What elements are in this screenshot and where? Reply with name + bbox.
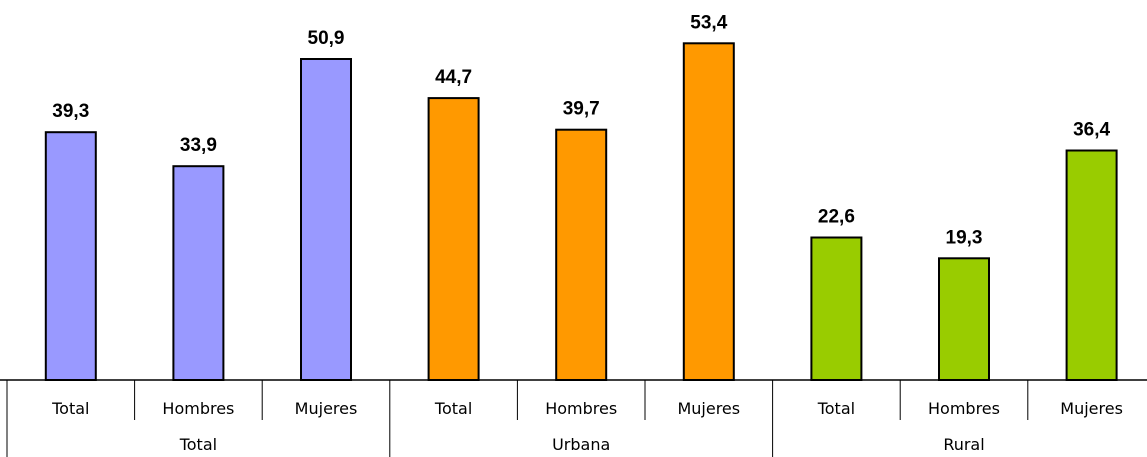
data-label: 44,7 [435, 67, 472, 88]
category-tick-label: Total [434, 399, 472, 418]
data-label: 33,9 [180, 135, 217, 156]
category-tick-label: Mujeres [1060, 399, 1123, 418]
bar-urbana-total [427, 97, 480, 381]
bar-urbana-mujeres [682, 42, 735, 382]
bar-total-mujeres [300, 58, 352, 381]
group-tick-label: Urbana [552, 435, 610, 454]
category-tick-label: Hombres [928, 399, 1000, 418]
data-label: 22,6 [818, 207, 855, 228]
data-label: 39,7 [563, 99, 600, 120]
bar-urbana-hombres [555, 128, 608, 381]
bar-total-total [44, 131, 97, 381]
data-label: 50,9 [308, 28, 345, 49]
bar-rural-total [810, 236, 863, 381]
category-tick-label: Mujeres [677, 399, 740, 418]
group-tick-label: Total [179, 435, 217, 454]
data-label: 19,3 [946, 227, 983, 248]
bar-rural-mujeres [1065, 149, 1118, 381]
category-tick-label: Hombres [162, 399, 234, 418]
category-tick-label: Total [51, 399, 89, 418]
data-label: 39,3 [52, 101, 89, 122]
bar-total-hombres [172, 165, 225, 381]
group-tick-label: Rural [943, 435, 984, 454]
category-tick-label: Mujeres [295, 399, 358, 418]
bar-rural-hombres [938, 257, 990, 381]
data-label: 36,4 [1073, 120, 1110, 141]
category-tick-label: Total [817, 399, 855, 418]
category-tick-label: Hombres [545, 399, 617, 418]
data-label: 53,4 [690, 12, 727, 33]
